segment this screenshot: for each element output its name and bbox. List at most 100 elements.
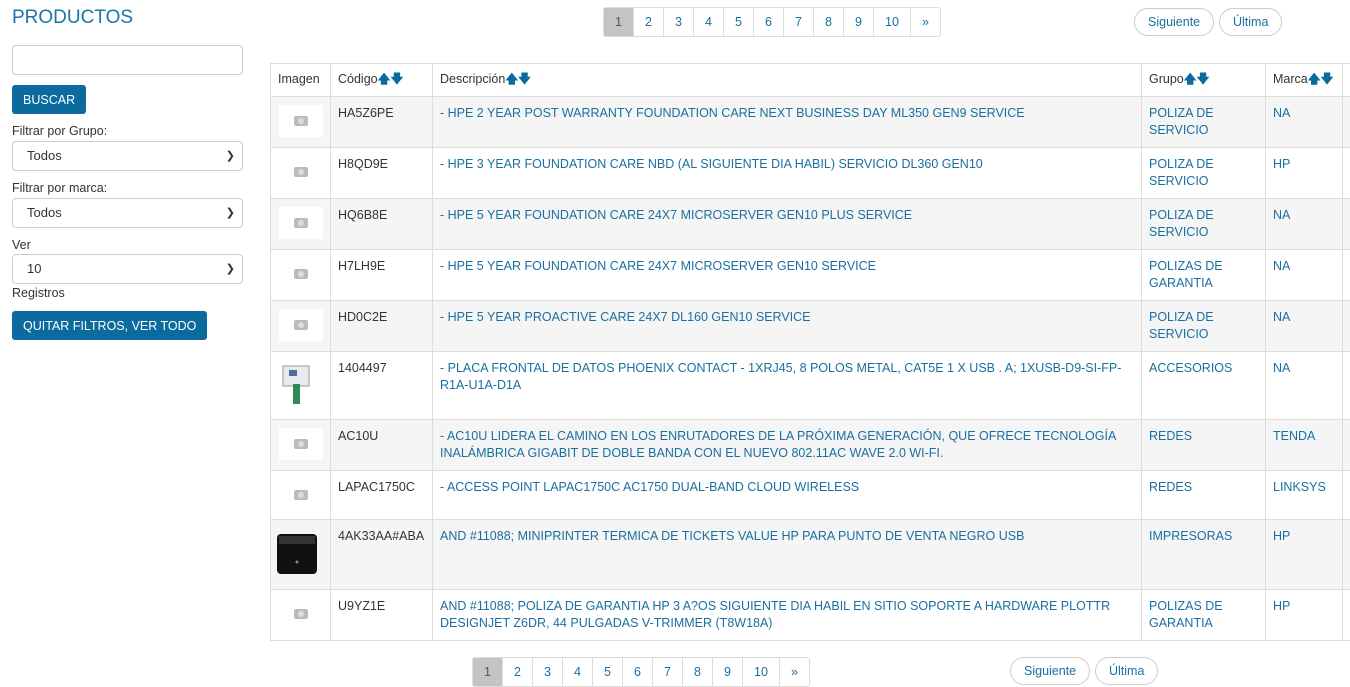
brand-link[interactable]: NA <box>1273 208 1290 222</box>
product-image[interactable] <box>275 360 319 406</box>
brand-cell: NA <box>1266 97 1343 148</box>
group-filter-value: Todos <box>27 148 62 163</box>
page-size-select[interactable]: 10❯ <box>12 254 243 284</box>
sort-down-icon[interactable]: 🡇 <box>518 72 531 86</box>
next-page-button[interactable]: Siguiente <box>1134 8 1214 36</box>
product-link[interactable]: - HPE 5 YEAR FOUNDATION CARE 24X7 MICROS… <box>440 208 912 222</box>
group-link[interactable]: POLIZA DE SERVICIO <box>1149 208 1214 239</box>
group-link[interactable]: POLIZA DE SERVICIO <box>1149 157 1214 188</box>
extra-cell <box>1343 471 1350 520</box>
product-image-placeholder[interactable] <box>279 258 323 290</box>
page-link[interactable]: 9 <box>843 8 873 36</box>
header-descripcion[interactable]: Descripción🡅🡇 <box>433 64 1142 97</box>
page-link[interactable]: » <box>910 8 940 36</box>
brand-cell: NA <box>1266 301 1343 352</box>
product-image-placeholder[interactable] <box>279 207 323 239</box>
product-image-placeholder[interactable] <box>279 479 323 511</box>
page-link[interactable]: 8 <box>682 658 712 686</box>
product-link[interactable]: - AC10U LIDERA EL CAMINO EN LOS ENRUTADO… <box>440 429 1116 460</box>
sort-up-icon[interactable]: 🡅 <box>505 72 518 86</box>
sort-up-icon[interactable]: 🡅 <box>378 72 391 86</box>
page-link[interactable]: 10 <box>742 658 779 686</box>
group-link[interactable]: IMPRESORAS <box>1149 529 1232 543</box>
header-label: Código <box>338 72 378 86</box>
header-codigo[interactable]: Código🡅🡇 <box>331 64 433 97</box>
code-cell: 1404497 <box>331 352 433 420</box>
brand-link[interactable]: NA <box>1273 310 1290 324</box>
group-link[interactable]: REDES <box>1149 480 1192 494</box>
page-link[interactable]: 5 <box>723 8 753 36</box>
group-link[interactable]: POLIZA DE SERVICIO <box>1149 106 1214 137</box>
page-link[interactable]: 4 <box>693 8 723 36</box>
image-cell <box>271 148 331 199</box>
page-link[interactable]: 2 <box>502 658 532 686</box>
product-link[interactable]: AND #11088; POLIZA DE GARANTIA HP 3 A?OS… <box>440 599 1110 630</box>
product-image-placeholder[interactable] <box>279 309 323 341</box>
page-link[interactable]: 1 <box>604 8 633 36</box>
group-cell: ACCESORIOS <box>1142 352 1266 420</box>
page-link[interactable]: 3 <box>663 8 693 36</box>
sort-up-icon[interactable]: 🡅 <box>1308 72 1321 86</box>
sort-down-icon[interactable]: 🡇 <box>1197 72 1210 86</box>
extra-cell <box>1343 520 1350 590</box>
camera-icon <box>294 609 308 619</box>
product-link[interactable]: - HPE 2 YEAR POST WARRANTY FOUNDATION CA… <box>440 106 1025 120</box>
product-image-placeholder[interactable] <box>279 598 323 630</box>
description-cell: - ACCESS POINT LAPAC1750C AC1750 DUAL-BA… <box>433 471 1142 520</box>
product-link[interactable]: - PLACA FRONTAL DE DATOS PHOENIX CONTACT… <box>440 361 1121 392</box>
product-image-placeholder[interactable] <box>279 105 323 137</box>
next-page-button-bottom[interactable]: Siguiente <box>1010 657 1090 685</box>
sort-down-icon[interactable]: 🡇 <box>1321 72 1334 86</box>
image-cell <box>271 250 331 301</box>
group-link[interactable]: POLIZAS DE GARANTIA <box>1149 259 1223 290</box>
brand-link[interactable]: HP <box>1273 529 1290 543</box>
header-marca[interactable]: Marca🡅🡇 <box>1266 64 1343 97</box>
search-input[interactable] <box>12 45 243 75</box>
search-button[interactable]: BUSCAR <box>12 85 86 114</box>
group-cell: POLIZA DE SERVICIO <box>1142 199 1266 250</box>
page-link[interactable]: 5 <box>592 658 622 686</box>
sort-up-icon[interactable]: 🡅 <box>1184 72 1197 86</box>
sort-down-icon[interactable]: 🡇 <box>390 72 403 86</box>
product-link[interactable]: - HPE 5 YEAR PROACTIVE CARE 24X7 DL160 G… <box>440 310 811 324</box>
brand-link[interactable]: TENDA <box>1273 429 1315 443</box>
brand-link[interactable]: NA <box>1273 106 1290 120</box>
group-link[interactable]: REDES <box>1149 429 1192 443</box>
group-filter-select[interactable]: Todos❯ <box>12 141 243 171</box>
brand-cell: NA <box>1266 250 1343 301</box>
page-link[interactable]: 9 <box>712 658 742 686</box>
page-link[interactable]: 8 <box>813 8 843 36</box>
table-row: LAPAC1750C- ACCESS POINT LAPAC1750C AC17… <box>271 471 1350 520</box>
product-image-placeholder[interactable] <box>279 156 323 188</box>
page-link[interactable]: 1 <box>473 658 502 686</box>
last-page-button[interactable]: Última <box>1219 8 1282 36</box>
page-link[interactable]: 6 <box>753 8 783 36</box>
group-link[interactable]: POLIZA DE SERVICIO <box>1149 310 1214 341</box>
product-link[interactable]: - HPE 5 YEAR FOUNDATION CARE 24X7 MICROS… <box>440 259 876 273</box>
brand-filter-select[interactable]: Todos❯ <box>12 198 243 228</box>
product-link[interactable]: AND #11088; MINIPRINTER TERMICA DE TICKE… <box>440 529 1024 543</box>
page-link[interactable]: 4 <box>562 658 592 686</box>
clear-filters-button[interactable]: QUITAR FILTROS, VER TODO <box>12 311 207 340</box>
brand-link[interactable]: HP <box>1273 157 1290 171</box>
product-image[interactable] <box>275 528 319 576</box>
image-cell <box>271 420 331 471</box>
page-link[interactable]: 7 <box>783 8 813 36</box>
brand-link[interactable]: HP <box>1273 599 1290 613</box>
brand-link[interactable]: LINKSYS <box>1273 480 1326 494</box>
page-link[interactable]: 3 <box>532 658 562 686</box>
page-link[interactable]: 2 <box>633 8 663 36</box>
header-grupo[interactable]: Grupo🡅🡇 <box>1142 64 1266 97</box>
page-link[interactable]: 10 <box>873 8 910 36</box>
last-page-button-bottom[interactable]: Última <box>1095 657 1158 685</box>
brand-link[interactable]: NA <box>1273 361 1290 375</box>
product-image-placeholder[interactable] <box>279 428 323 460</box>
brand-link[interactable]: NA <box>1273 259 1290 273</box>
group-link[interactable]: POLIZAS DE GARANTIA <box>1149 599 1223 630</box>
product-link[interactable]: - ACCESS POINT LAPAC1750C AC1750 DUAL-BA… <box>440 480 859 494</box>
product-link[interactable]: - HPE 3 YEAR FOUNDATION CARE NBD (AL SIG… <box>440 157 983 171</box>
page-link[interactable]: 6 <box>622 658 652 686</box>
page-link[interactable]: 7 <box>652 658 682 686</box>
page-link[interactable]: » <box>779 658 809 686</box>
group-link[interactable]: ACCESORIOS <box>1149 361 1232 375</box>
